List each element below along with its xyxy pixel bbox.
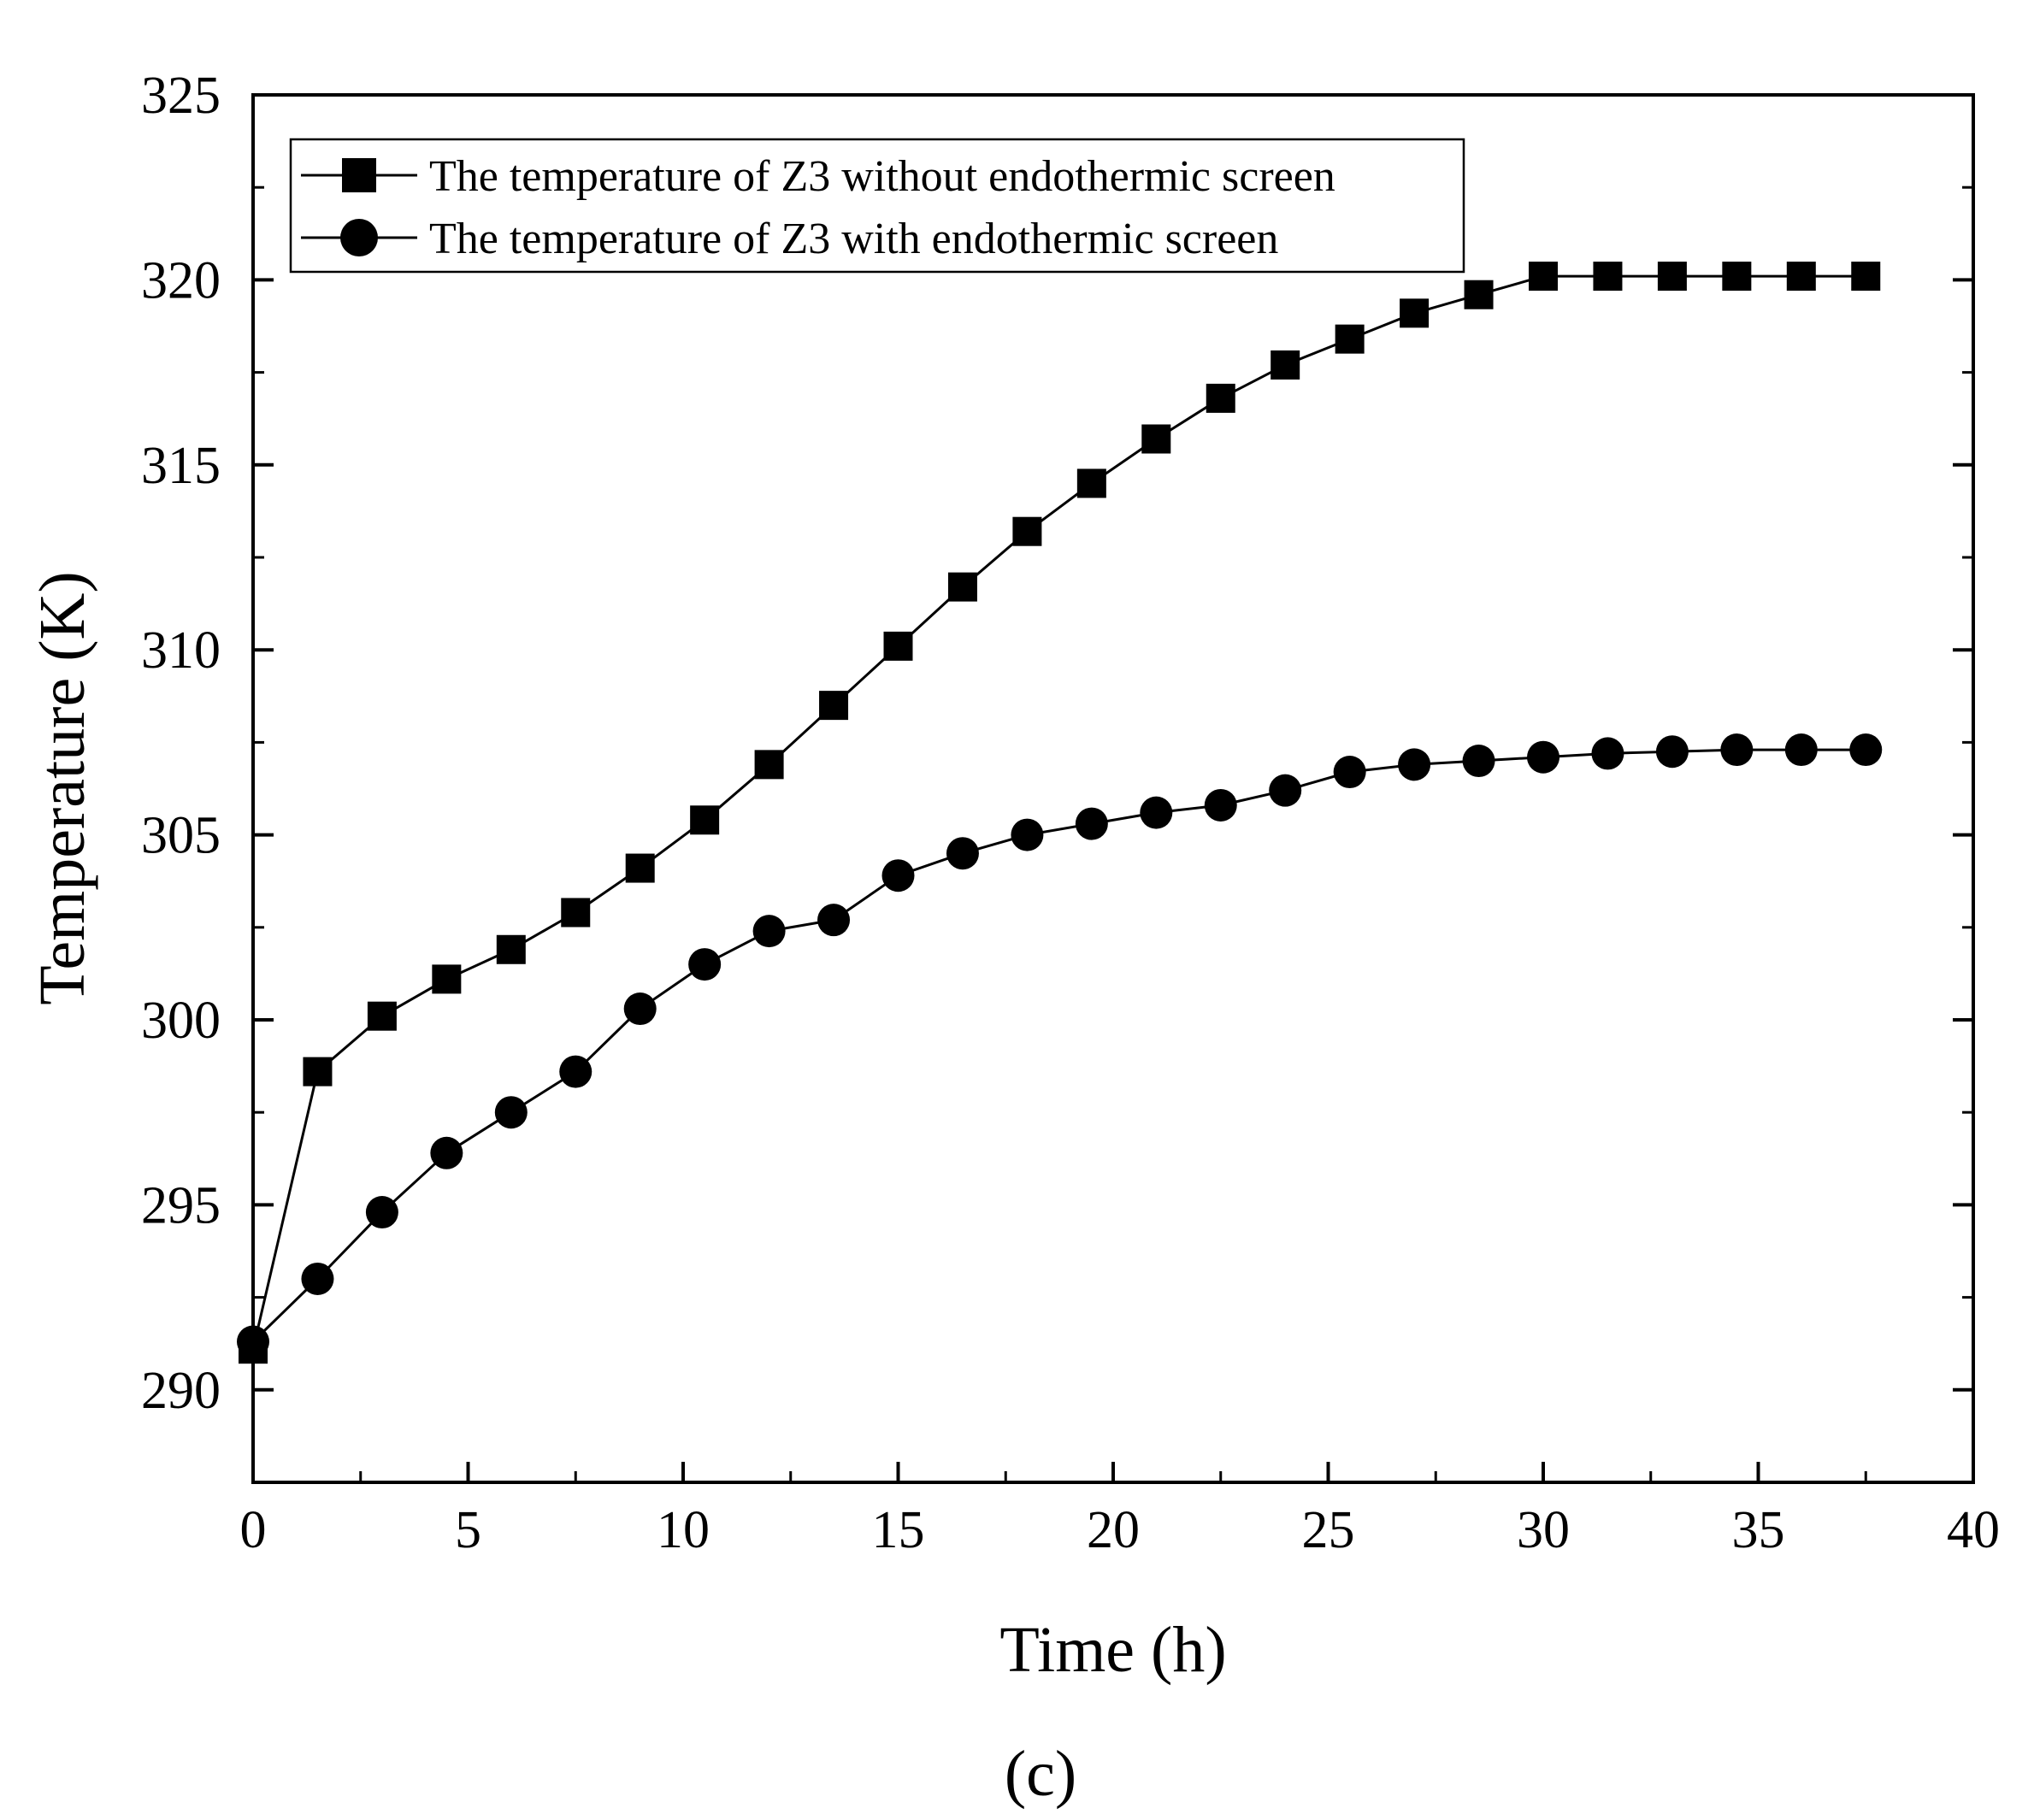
x-tick-label: 25 (1302, 1501, 1355, 1559)
y-tick-label: 310 (141, 621, 221, 680)
y-tick-label: 295 (141, 1176, 221, 1234)
data-point-square (1141, 424, 1171, 454)
data-point-square (432, 964, 462, 994)
data-point-circle (1462, 745, 1495, 778)
data-point-circle (881, 859, 915, 892)
data-point-circle (1075, 807, 1108, 840)
data-point-circle (559, 1055, 593, 1088)
data-point-square (1722, 262, 1752, 292)
data-point-square (1851, 262, 1881, 292)
data-point-square (1271, 350, 1300, 380)
x-axis-title: Time (h) (999, 1614, 1226, 1686)
data-point-circle (1398, 748, 1431, 781)
x-tick-label: 15 (872, 1501, 925, 1559)
legend-marker-circle (340, 219, 378, 256)
data-point-circle (817, 904, 851, 937)
data-point-square (303, 1057, 333, 1087)
data-point-square (819, 691, 849, 721)
x-tick-label: 30 (1517, 1501, 1570, 1559)
data-point-circle (946, 837, 979, 870)
data-point-square (367, 1001, 397, 1031)
data-point-circle (1269, 774, 1302, 807)
y-tick-label: 320 (141, 251, 221, 309)
data-point-circle (1527, 740, 1559, 774)
plot-frame (251, 93, 1975, 1484)
legend-label-without-screen: The temperature of Z3 without endothermi… (429, 152, 1335, 201)
legend-marker-square (342, 158, 376, 192)
legend-box (289, 138, 1465, 274)
series-layer (237, 262, 1883, 1364)
data-point-square (1012, 516, 1042, 546)
data-point-circle (623, 992, 657, 1026)
legend: The temperature of Z3 without endothermi… (289, 138, 1465, 274)
y-axis-ticks: 290 295 300 305 310 315 320 325 (141, 67, 1973, 1484)
x-tick-label: 35 (1732, 1501, 1785, 1559)
x-tick-label: 0 (240, 1501, 267, 1559)
data-point-circle (365, 1196, 398, 1229)
data-point-square (1076, 468, 1106, 498)
y-tick-label: 325 (141, 67, 221, 125)
data-point-square (561, 898, 591, 928)
data-point-square (947, 572, 977, 602)
data-point-square (496, 934, 526, 964)
data-point-circle (688, 948, 722, 981)
data-point-square (754, 750, 784, 780)
y-tick-label: 290 (141, 1362, 221, 1420)
data-point-circle (1011, 818, 1044, 851)
data-point-square (1593, 262, 1623, 292)
x-tick-label: 20 (1087, 1501, 1140, 1559)
data-point-square (1786, 262, 1816, 292)
x-tick-label: 40 (1947, 1501, 2000, 1559)
data-point-circle (1591, 737, 1624, 770)
data-point-square (1529, 262, 1558, 292)
data-point-square (1206, 383, 1235, 413)
data-point-circle (430, 1136, 463, 1169)
legend-label-with-screen: The temperature of Z3 with endothermic s… (429, 215, 1278, 263)
data-point-circle (1720, 733, 1754, 767)
data-point-circle (752, 915, 786, 948)
y-tick-label: 300 (141, 992, 221, 1050)
data-point-circle (1204, 788, 1237, 822)
data-point-square (690, 805, 720, 835)
x-tick-label: 5 (455, 1501, 481, 1559)
data-point-square (883, 631, 913, 661)
panel-label: (c) (1005, 1738, 1076, 1810)
data-point-circle (1333, 756, 1366, 789)
x-tick-label: 10 (657, 1501, 710, 1559)
y-tick-label: 305 (141, 807, 221, 865)
data-point-square (625, 853, 655, 883)
data-point-circle (1784, 733, 1818, 767)
data-point-circle (1140, 796, 1173, 829)
data-point-circle (494, 1096, 528, 1129)
series-line-1 (251, 274, 1866, 1350)
data-point-circle (1849, 733, 1883, 767)
data-point-square (1657, 262, 1687, 292)
x-axis-ticks: 0 5 10 15 20 25 30 35 40 (240, 1462, 2000, 1559)
y-tick-label: 315 (141, 437, 221, 495)
series-line-2 (251, 748, 1866, 1343)
data-point-square (1400, 298, 1430, 328)
data-point-square (1335, 324, 1365, 354)
data-point-circle (1655, 735, 1689, 769)
y-axis-title: Temperature (K) (27, 571, 98, 1004)
data-point-square (1464, 280, 1494, 309)
data-point-circle (301, 1262, 334, 1295)
